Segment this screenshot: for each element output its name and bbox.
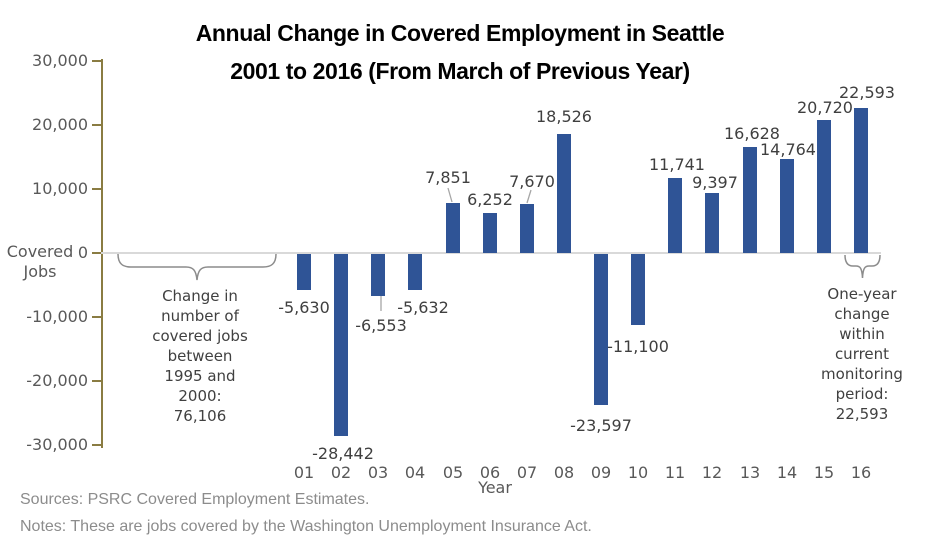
x-tick-label-16: 16	[850, 463, 872, 482]
data-label-06: 6,252	[467, 190, 513, 209]
x-axis-baseline	[101, 252, 881, 254]
bar-08	[557, 134, 571, 253]
data-label-13: 16,628	[724, 124, 780, 143]
right-brace	[844, 254, 881, 279]
annotation-right-line: One-year	[827, 285, 897, 303]
y-tick-label: -20,000	[26, 371, 88, 390]
y-tick-mark	[92, 60, 101, 62]
annotation-left-line: between	[167, 347, 233, 365]
annotation-left: Change in number of covered jobs between 199…	[120, 286, 280, 426]
data-label-01: -5,630	[278, 298, 330, 317]
y-tick-label: 30,000	[32, 51, 88, 70]
x-tick-label-09: 09	[590, 463, 612, 482]
bar-05	[446, 203, 460, 253]
data-label-09: -23,597	[570, 416, 632, 435]
data-label-05: 7,851	[425, 168, 471, 187]
bar-16	[854, 108, 868, 253]
bar-12	[705, 193, 719, 253]
x-tick-label-02: 02	[330, 463, 352, 482]
x-tick-label-12: 12	[701, 463, 723, 482]
bar-04	[408, 254, 422, 290]
y-tick-label: -30,000	[26, 435, 88, 454]
y-axis-title: Covered Jobs	[0, 242, 80, 282]
bar-11	[668, 178, 682, 253]
bar-03	[371, 254, 385, 296]
y-tick-label: -10,000	[26, 307, 88, 326]
x-tick-label-06: 06	[479, 463, 501, 482]
x-tick-label-05: 05	[442, 463, 464, 482]
footer-notes: Notes: These are jobs covered by the Was…	[20, 518, 592, 535]
x-tick-label-07: 07	[516, 463, 538, 482]
data-label-02: -28,442	[312, 444, 374, 463]
x-tick-label-08: 08	[553, 463, 575, 482]
annotation-left-line: covered jobs	[152, 327, 248, 345]
x-tick-label-13: 13	[739, 463, 761, 482]
y-tick-mark	[92, 380, 101, 382]
x-tick-label-10: 10	[627, 463, 649, 482]
y-axis-title-line1: Covered	[6, 242, 74, 261]
data-label-10: -11,100	[607, 337, 669, 356]
bar-02	[334, 254, 348, 436]
data-label-04: -5,632	[397, 298, 449, 317]
y-tick-mark	[92, 252, 101, 254]
chart-title-line2: 2001 to 2016 (From March of Previous Yea…	[230, 58, 690, 84]
data-label-16: 22,593	[839, 83, 895, 102]
y-tick-mark	[92, 188, 101, 190]
annotation-left-line: Change in	[162, 287, 238, 305]
annotation-right-line: within	[839, 325, 885, 343]
y-tick-label: 0	[77, 243, 88, 262]
annotation-right-line: monitoring	[821, 365, 903, 383]
bar-01	[297, 254, 311, 290]
annotation-right: One-year change within current monitoring per…	[782, 284, 926, 424]
x-tick-label-04: 04	[404, 463, 426, 482]
annotation-left-line: number of	[161, 307, 239, 325]
left-brace	[117, 253, 277, 281]
bar-06	[483, 213, 497, 253]
annotation-left-line: 2000:	[178, 387, 222, 405]
bar-14	[780, 159, 794, 253]
y-tick-mark	[92, 316, 101, 318]
bar-10	[631, 254, 645, 325]
annotation-right-line: period:	[835, 385, 889, 403]
data-label-08: 18,526	[536, 107, 592, 126]
data-label-07: 7,670	[509, 172, 555, 191]
x-axis-title: Year	[478, 478, 512, 497]
x-tick-label-01: 01	[293, 463, 315, 482]
data-label-12: 9,397	[692, 173, 738, 192]
y-axis-title-line2: Jobs	[23, 262, 57, 281]
y-tick-mark	[92, 444, 101, 446]
x-tick-label-15: 15	[813, 463, 835, 482]
y-tick-mark	[92, 124, 101, 126]
annotation-left-line: 1995 and	[164, 367, 236, 385]
data-label-14: 14,764	[760, 140, 816, 159]
bar-15	[817, 120, 831, 253]
bar-13	[743, 147, 757, 253]
footer-sources: Sources: PSRC Covered Employment Estimat…	[20, 491, 370, 508]
x-tick-label-03: 03	[367, 463, 389, 482]
annotation-left-line: 76,106	[173, 407, 227, 425]
x-tick-label-11: 11	[664, 463, 686, 482]
annotation-right-line: current	[834, 345, 890, 363]
chart-title-line1: Annual Change in Covered Employment in S…	[195, 20, 725, 46]
annotation-right-line: change	[834, 305, 890, 323]
bar-09	[594, 254, 608, 405]
data-label-03: -6,553	[355, 316, 407, 335]
data-label-15: 20,720	[797, 98, 853, 117]
annotation-right-line: 22,593	[835, 405, 889, 423]
bar-07	[520, 204, 534, 253]
data-label-11: 11,741	[649, 155, 705, 174]
y-tick-label: 20,000	[32, 115, 88, 134]
y-tick-label: 10,000	[32, 179, 88, 198]
x-tick-label-14: 14	[776, 463, 798, 482]
